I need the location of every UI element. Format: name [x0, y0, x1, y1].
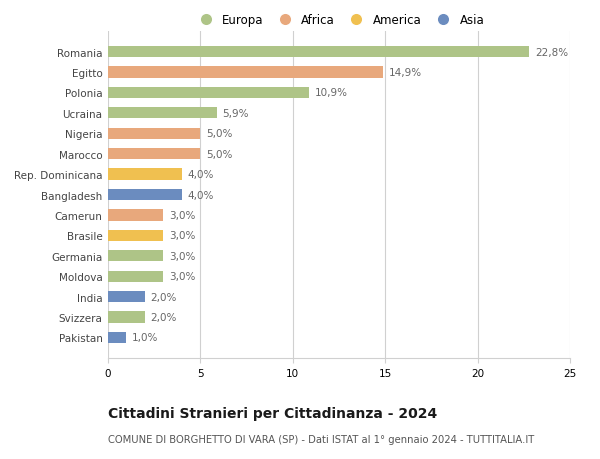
Bar [108, 210, 163, 221]
Bar [108, 291, 145, 302]
Bar [108, 271, 163, 282]
Text: 5,0%: 5,0% [206, 149, 232, 159]
Bar [108, 230, 163, 241]
Bar [108, 129, 200, 140]
Text: 3,0%: 3,0% [169, 272, 196, 281]
Text: 2,0%: 2,0% [151, 292, 177, 302]
Bar [108, 251, 163, 262]
Bar [108, 67, 383, 78]
Text: 4,0%: 4,0% [187, 170, 214, 180]
Text: 14,9%: 14,9% [389, 68, 422, 78]
Text: 5,0%: 5,0% [206, 129, 232, 139]
Text: 3,0%: 3,0% [169, 251, 196, 261]
Text: 4,0%: 4,0% [187, 190, 214, 200]
Bar [108, 108, 217, 119]
Text: COMUNE DI BORGHETTO DI VARA (SP) - Dati ISTAT al 1° gennaio 2024 - TUTTITALIA.IT: COMUNE DI BORGHETTO DI VARA (SP) - Dati … [108, 434, 534, 444]
Text: 3,0%: 3,0% [169, 231, 196, 241]
Text: 1,0%: 1,0% [132, 333, 158, 342]
Text: 2,0%: 2,0% [151, 312, 177, 322]
Bar [108, 47, 529, 58]
Bar [108, 169, 182, 180]
Text: 3,0%: 3,0% [169, 210, 196, 220]
Text: 22,8%: 22,8% [535, 48, 568, 57]
Bar [108, 312, 145, 323]
Bar [108, 88, 310, 99]
Text: 5,9%: 5,9% [223, 109, 249, 118]
Bar [108, 190, 182, 201]
Text: 10,9%: 10,9% [315, 88, 348, 98]
Bar [108, 149, 200, 160]
Bar [108, 332, 127, 343]
Legend: Europa, Africa, America, Asia: Europa, Africa, America, Asia [191, 12, 487, 30]
Text: Cittadini Stranieri per Cittadinanza - 2024: Cittadini Stranieri per Cittadinanza - 2… [108, 406, 437, 420]
